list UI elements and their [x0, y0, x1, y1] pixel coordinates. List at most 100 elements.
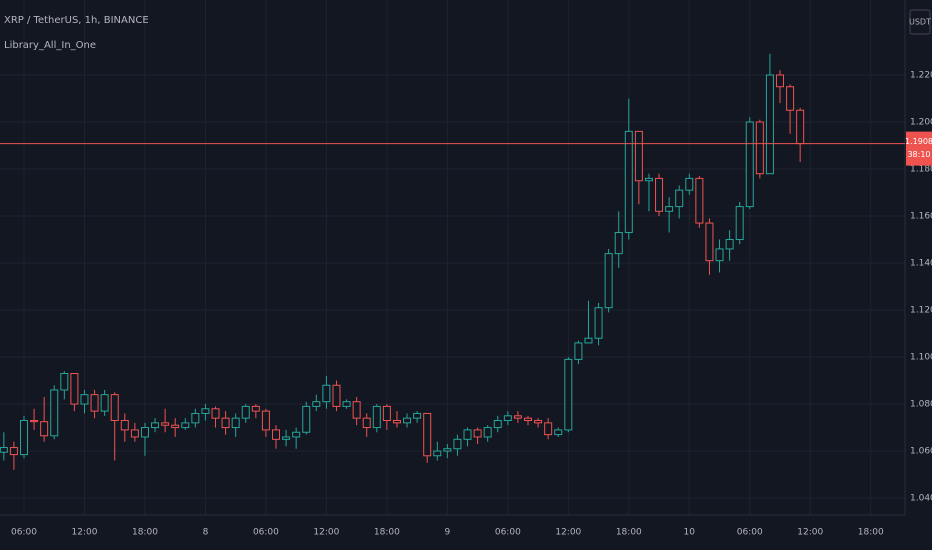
- countdown-label: 38:10: [907, 150, 930, 159]
- candle-body: [423, 412, 432, 457]
- candle-body: [433, 450, 442, 457]
- candle-body: [644, 177, 653, 182]
- x-tick-label: 8: [203, 528, 209, 538]
- candle-body: [584, 337, 593, 344]
- candle-body: [735, 206, 744, 241]
- candle-body: [745, 121, 754, 208]
- y-tick-label: 1.2200: [910, 70, 932, 80]
- candle-body: [0, 447, 8, 453]
- x-tick-label: 18:00: [858, 528, 884, 538]
- candle-body: [382, 405, 391, 422]
- candle-body: [776, 74, 785, 88]
- candle-body: [463, 429, 472, 440]
- x-tick-label: 06:00: [495, 528, 521, 538]
- x-tick-label: 06:00: [11, 528, 37, 538]
- candle-body: [544, 422, 553, 436]
- x-tick-label: 12:00: [72, 528, 98, 538]
- candle-body: [695, 177, 704, 224]
- candle-body: [271, 429, 280, 440]
- candle-body: [715, 248, 724, 262]
- last-price-box: [906, 131, 932, 166]
- candle-body: [705, 222, 714, 262]
- candle-body: [161, 422, 170, 426]
- candle-body: [634, 130, 643, 182]
- candle-body: [362, 417, 371, 429]
- candle-body: [483, 427, 492, 438]
- candle-body: [564, 358, 573, 431]
- candle-body: [594, 307, 603, 339]
- candle-body: [413, 412, 422, 419]
- candle-body: [282, 436, 291, 440]
- candle-body: [231, 417, 240, 429]
- candle-body: [201, 408, 210, 414]
- x-tick-label: 18:00: [616, 528, 642, 538]
- candle-body: [100, 394, 109, 412]
- y-tick-label: 1.0400: [910, 494, 932, 504]
- currency-label[interactable]: USDT: [909, 18, 931, 27]
- candle-body: [675, 189, 684, 208]
- candle-body: [120, 420, 129, 431]
- x-tick-label: 06:00: [253, 528, 279, 538]
- candle-body: [251, 405, 260, 412]
- candle-body: [90, 394, 99, 412]
- candle-body: [614, 231, 623, 255]
- candle-body: [181, 422, 190, 429]
- x-tick-label: 18:00: [132, 528, 158, 538]
- candle-body: [685, 177, 694, 191]
- candle-body: [443, 448, 452, 452]
- candle-body: [392, 420, 401, 424]
- candle-body: [312, 401, 321, 407]
- candle-body: [19, 420, 28, 456]
- y-tick-label: 1.0800: [910, 400, 932, 410]
- chart-title: XRP / TetherUS, 1h, BINANCE: [4, 15, 149, 26]
- last-price-label: 1.1908: [905, 137, 932, 146]
- candle-body: [624, 130, 633, 233]
- x-tick-label: 12:00: [555, 528, 581, 538]
- candle-body: [40, 421, 49, 437]
- candle-body: [302, 405, 311, 433]
- candle-body: [574, 342, 583, 360]
- candle-body: [352, 401, 361, 419]
- currency-box[interactable]: [909, 9, 931, 35]
- candle-body: [241, 405, 250, 419]
- x-tick-label: 18:00: [374, 528, 400, 538]
- candle-body: [140, 427, 149, 438]
- candle-body: [9, 447, 18, 456]
- candle-body: [503, 415, 512, 422]
- candle-body: [221, 417, 230, 429]
- candle-body: [554, 429, 563, 436]
- candle-body: [453, 438, 462, 450]
- indicator-name: Library_All_In_One: [4, 40, 96, 51]
- x-tick-label: 12:00: [313, 528, 339, 538]
- candle-body: [151, 422, 160, 429]
- y-tick-label: 1.1600: [910, 212, 932, 222]
- y-tick-label: 1.1400: [910, 259, 932, 269]
- y-tick-label: 1.1200: [910, 306, 932, 316]
- candle-body: [130, 429, 139, 438]
- y-tick-label: 1.0600: [910, 447, 932, 457]
- candle-body: [80, 394, 89, 405]
- candle-body: [322, 384, 331, 403]
- candle-body: [655, 177, 664, 212]
- candle-body: [524, 417, 533, 422]
- candle-body: [513, 415, 522, 419]
- x-tick-label: 9: [444, 528, 450, 538]
- candle-body: [765, 74, 774, 175]
- y-tick-label: 1.2000: [910, 117, 932, 127]
- candle-body: [473, 429, 482, 438]
- candle-body: [604, 253, 613, 309]
- x-tick-label: 12:00: [797, 528, 823, 538]
- candle-body: [493, 420, 502, 429]
- candle-body: [403, 417, 412, 424]
- candle-body: [70, 372, 79, 405]
- candle-body: [372, 405, 381, 429]
- candle-body: [786, 86, 795, 111]
- candle-body: [191, 412, 200, 424]
- x-tick-label: 06:00: [737, 528, 763, 538]
- candle-body: [171, 424, 180, 429]
- candle-body: [665, 206, 674, 212]
- candle-body: [30, 420, 39, 423]
- candle-body: [725, 239, 734, 250]
- candle-body: [261, 410, 270, 431]
